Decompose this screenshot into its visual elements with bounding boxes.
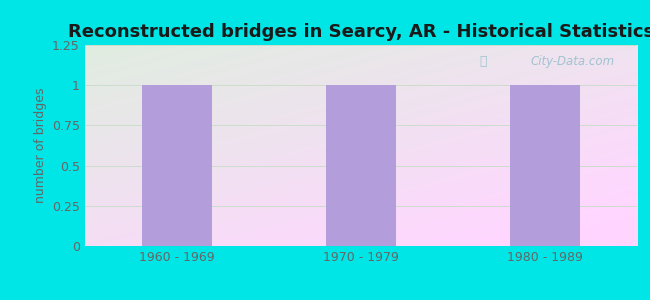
Text: City-Data.com: City-Data.com bbox=[531, 55, 615, 68]
Bar bbox=[326, 85, 396, 246]
Text: ⓘ: ⓘ bbox=[480, 55, 487, 68]
Title: Reconstructed bridges in Searcy, AR - Historical Statistics: Reconstructed bridges in Searcy, AR - Hi… bbox=[68, 23, 650, 41]
Bar bbox=[142, 85, 211, 246]
Y-axis label: number of bridges: number of bridges bbox=[34, 88, 47, 203]
Bar bbox=[510, 85, 580, 246]
